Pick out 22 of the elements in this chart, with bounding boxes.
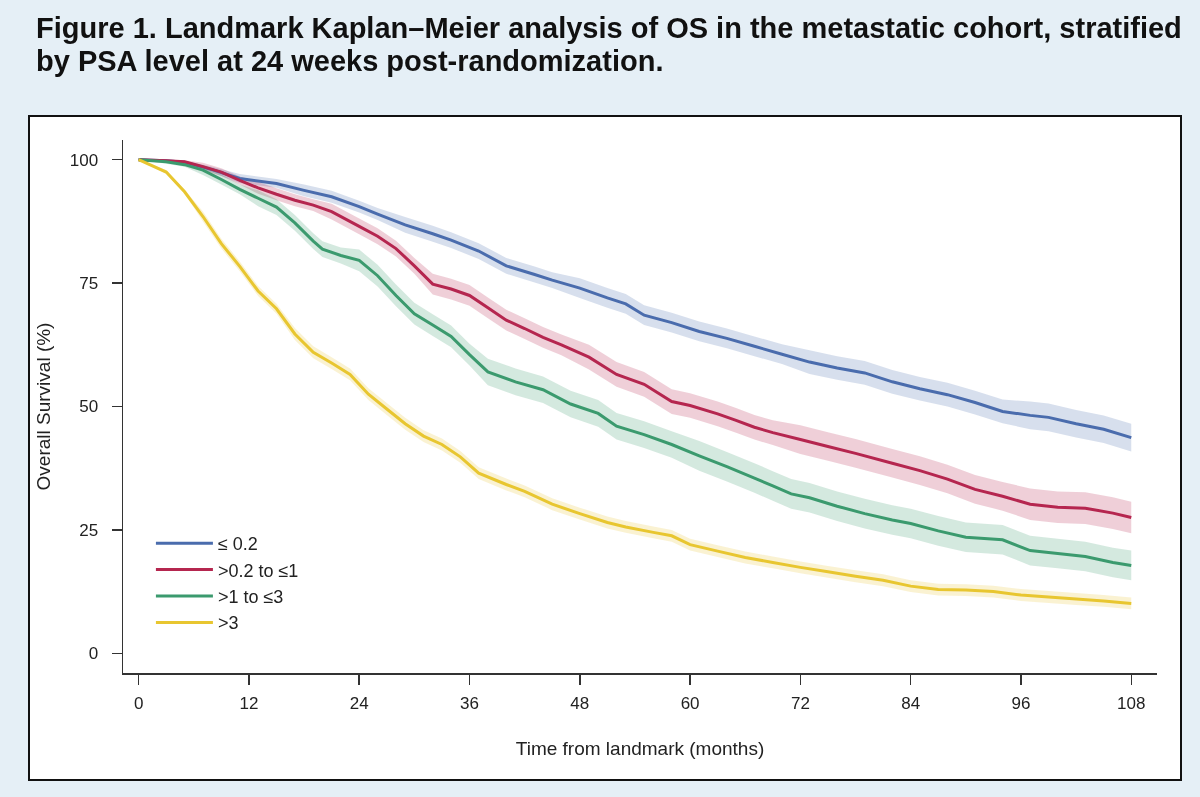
x-tick-label: 84 [901, 693, 921, 713]
x-tick-label: 0 [133, 693, 144, 713]
legend-label: ≤ 0.2 [217, 534, 258, 555]
x-tick-label: 36 [460, 693, 479, 713]
y-tick-label: 100 [69, 150, 99, 170]
x-tick-label: 60 [680, 693, 700, 713]
x-tick-label: 96 [1011, 693, 1031, 713]
y-tick-label: 25 [79, 520, 99, 540]
x-tick-label: 108 [1117, 693, 1146, 713]
legend-label: >3 [217, 613, 239, 634]
x-axis-title: Time from landmark (months) [515, 738, 765, 760]
y-tick-label: 50 [79, 397, 99, 417]
y-tick-label: 75 [79, 274, 99, 294]
x-tick-label: 48 [570, 693, 590, 713]
legend-label: >0.2 to ≤1 [217, 560, 299, 581]
x-tick-label: 24 [349, 693, 369, 713]
chart-title: Figure 1. Landmark Kaplan–Meier analysis of OS in the metastatic cohort, stratified by PSA level at 24 weeks post-randomization. [36, 12, 1183, 78]
x-tick-label: 72 [790, 693, 810, 713]
y-tick-label: 0 [88, 644, 99, 664]
y-axis-title: Overall Survival (%) [32, 322, 54, 491]
x-tick-label: 12 [239, 693, 259, 713]
legend-label: >1 to ≤3 [217, 587, 284, 608]
